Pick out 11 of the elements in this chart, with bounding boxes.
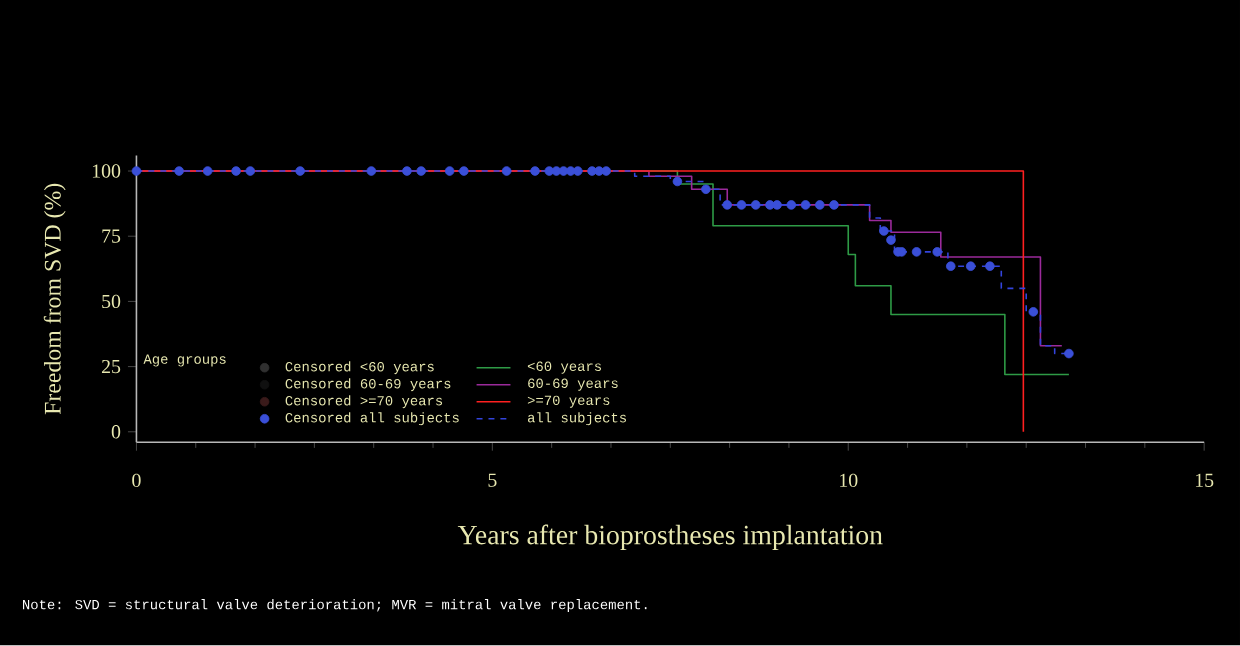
x-tick-label: 0 — [132, 473, 141, 488]
y-tick-label: 100 — [92, 164, 121, 178]
x-tick-label: 5 — [488, 473, 497, 488]
y-tick-label: 50 — [102, 294, 121, 309]
x-tick-label: 15 — [1195, 473, 1214, 488]
y-tick-label: 75 — [102, 229, 121, 244]
y-tick-label: 25 — [101, 360, 121, 374]
y-axis-title: Freedom from SVD (%) — [43, 184, 66, 415]
y-tick-label: 0 — [111, 425, 121, 439]
x-axis-title: Years after bioprostheses implantation — [457, 524, 883, 551]
x-tick-label: 10 — [840, 473, 858, 488]
